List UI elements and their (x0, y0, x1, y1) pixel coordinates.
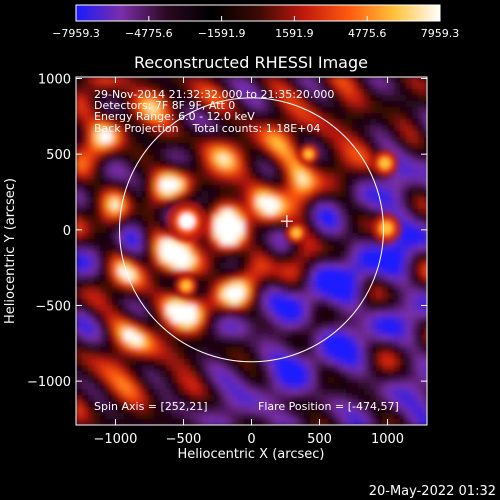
heatmap-sources (166, 143, 402, 298)
x-tick-label: −500 (166, 432, 202, 447)
colorbar-tick-label: −7959.3 (52, 27, 100, 40)
source-peak (380, 222, 392, 234)
colorbar-tick-label: 1591.9 (275, 27, 314, 40)
y-tick-label: −500 (35, 299, 71, 314)
colorbar-tick-label: 4775.6 (348, 27, 387, 40)
x-tick-label: 500 (307, 432, 332, 447)
colorbar-ticks: −7959.3 −4775.6 −1591.9 1591.9 4775.6 7959.3 (52, 16, 459, 40)
heatmap-field (76, 77, 427, 425)
flare-position-marker (280, 215, 293, 228)
solar-disk-limb (119, 97, 384, 363)
y-axis-ticks: −1000 −500 0 500 1000 (27, 73, 427, 390)
y-tick-label: 1000 (38, 73, 71, 88)
annotation-time-range: 29-Nov-2014 21:32:32.000 to 21:35:20.000 (94, 88, 334, 101)
annotation-detectors: Detectors: 7F 8F 9F, Att 0 (94, 99, 235, 112)
colorbar-tick-label: 7959.3 (421, 27, 460, 40)
y-tick-label: −1000 (27, 375, 71, 390)
x-axis-label: Heliocentric X (arcsec) (178, 447, 325, 462)
colorbar-tick-label: −4775.6 (125, 27, 173, 40)
x-tick-label: 0 (247, 432, 255, 447)
source-peak (292, 228, 301, 238)
flare-position-label: Flare Position = [-474,57] (258, 400, 399, 413)
x-tick-label: −1000 (93, 432, 137, 447)
x-axis-ticks: −1000 −500 0 500 1000 (93, 77, 404, 447)
source-peak (179, 213, 195, 229)
annotation-method-counts: Back Projection Total counts: 1.18E+04 (94, 122, 320, 135)
source-peak (181, 281, 191, 291)
x-tick-label: 1000 (371, 432, 404, 447)
footer-timestamp: 20-May-2022 01:32 (369, 484, 496, 499)
spin-axis-label: Spin Axis = [252,21] (94, 400, 208, 413)
plot-area: −1000 −500 0 500 1000 −1000 −500 0 500 1000 (27, 73, 428, 447)
source-peak (304, 150, 313, 159)
annotation-energy-range: Energy Range: 6.0 - 12.0 keV (94, 110, 255, 123)
colorbar: −7959.3 −4775.6 −1591.9 1591.9 4775.6 7959.3 (52, 4, 459, 40)
y-tick-label: 0 (63, 224, 71, 239)
annotations: 29-Nov-2014 21:32:32.000 to 21:35:20.000… (94, 88, 399, 413)
y-axis-label: Heliocentric Y (arcsec) (3, 178, 18, 324)
source-peak (379, 158, 390, 169)
colorbar-gradient (75, 4, 441, 22)
y-tick-label: 500 (46, 148, 71, 163)
colorbar-tick-label: −1591.9 (198, 27, 246, 40)
chart-title: Reconstructed RHESSI Image (134, 53, 368, 72)
